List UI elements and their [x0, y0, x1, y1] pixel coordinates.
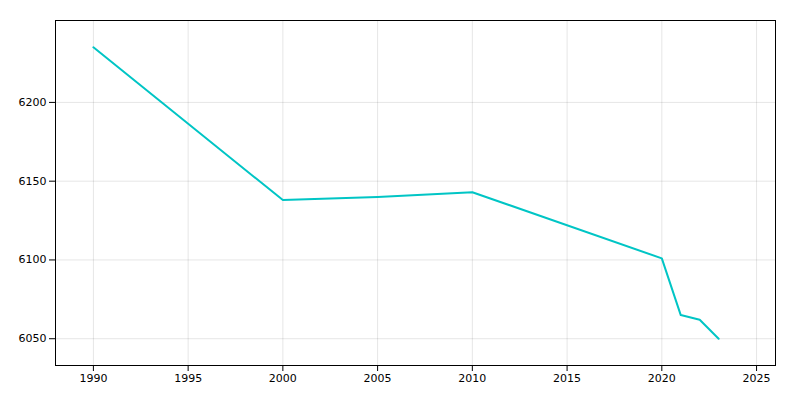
- svg-text:2010: 2010: [458, 372, 486, 385]
- svg-text:2005: 2005: [364, 372, 392, 385]
- svg-text:2000: 2000: [269, 372, 297, 385]
- svg-text:6150: 6150: [19, 175, 47, 188]
- svg-text:2025: 2025: [743, 372, 771, 385]
- svg-text:1990: 1990: [79, 372, 107, 385]
- svg-text:1995: 1995: [174, 372, 202, 385]
- svg-text:6100: 6100: [19, 253, 47, 266]
- svg-text:2015: 2015: [553, 372, 581, 385]
- svg-text:2020: 2020: [648, 372, 676, 385]
- svg-text:6200: 6200: [19, 96, 47, 109]
- svg-text:6050: 6050: [19, 332, 47, 345]
